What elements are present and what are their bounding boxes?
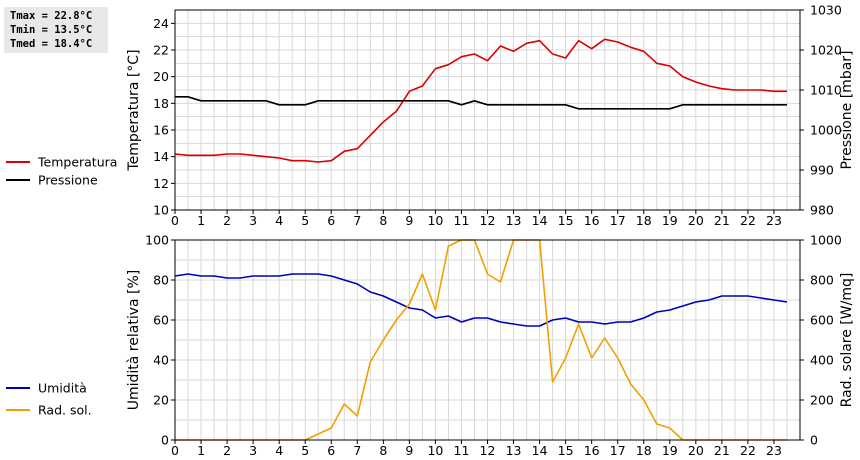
x-tick-label: 0 <box>171 213 179 228</box>
y-axis-label-right-bottom: Rad. solare [W/mq] <box>839 273 855 408</box>
y-tick-label-right: 0 <box>810 433 818 448</box>
x-tick-label: 15 <box>558 443 574 458</box>
series-line-pressione <box>175 96 787 110</box>
x-tick-label: 6 <box>327 213 335 228</box>
y-tick-label-left: 80 <box>153 273 169 288</box>
y-tick-label-right: 1030 <box>810 3 842 18</box>
y-tick-label-left: 20 <box>153 69 169 84</box>
y-tick-label-left: 22 <box>153 43 169 58</box>
y-tick-label-left: 20 <box>153 393 169 408</box>
x-tick-label: 9 <box>405 443 413 458</box>
temperature-pressure-chart: 0 1 2 3 4 5 6 7 8 9 10 11 12 13 14 15 16 17 18 19 20 21 22 2310… <box>6 3 855 229</box>
y-axis-label-left-bottom: Umidità relativa [%] <box>126 270 142 411</box>
x-tick-label: 21 <box>714 443 730 458</box>
x-tick-label: 5 <box>301 213 309 228</box>
x-tick-label: 21 <box>714 213 730 228</box>
ticks-bottom: 0 1 2 3 4 5 6 7 8 9 10 11 12 13 14 15 16 17 18 19 20 21 22 2302… <box>145 233 842 459</box>
humidity-radiation-chart: 0 1 2 3 4 5 6 7 8 9 10 11 12 13 14 15 16 17 18 19 20 21 22 2302… <box>6 233 855 459</box>
stats-box: Tmax = 22.8°C Tmin = 13.5°C Tmed = 18.4°… <box>4 7 108 53</box>
grid-top <box>175 10 800 210</box>
y-tick-label-right: 1010 <box>810 83 842 98</box>
y-tick-label-right: 200 <box>810 393 834 408</box>
tmed-text: Tmed = 18.4°C <box>10 38 93 50</box>
tmin-text: Tmin = 13.5°C <box>10 24 93 36</box>
x-tick-label: 12 <box>480 213 496 228</box>
tmax-text: Tmax = 22.8°C <box>10 10 93 22</box>
x-tick-label: 2 <box>223 213 231 228</box>
x-tick-label: 8 <box>379 213 387 228</box>
series-line-temperatura <box>174 38 787 163</box>
x-tick-label: 20 <box>688 443 704 458</box>
x-tick-label: 9 <box>405 213 413 228</box>
y-tick-label-right: 980 <box>810 203 834 218</box>
x-tick-label: 23 <box>766 443 782 458</box>
x-tick-label: 18 <box>636 443 652 458</box>
x-tick-label: 10 <box>427 443 443 458</box>
x-tick-label: 7 <box>353 213 361 228</box>
legend-top: Temperatura Pressione <box>6 155 117 188</box>
x-tick-label: 1 <box>197 213 205 228</box>
x-tick-label: 1 <box>197 443 205 458</box>
x-tick-label: 18 <box>636 213 652 228</box>
x-tick-label: 16 <box>584 443 600 458</box>
y-tick-label-right: 800 <box>810 273 834 288</box>
x-tick-label: 23 <box>766 213 782 228</box>
x-tick-label: 11 <box>454 213 470 228</box>
x-tick-label: 14 <box>532 213 548 228</box>
x-tick-label: 6 <box>327 443 335 458</box>
x-tick-label: 22 <box>740 443 756 458</box>
x-tick-label: 19 <box>662 443 678 458</box>
y-tick-label-left: 12 <box>153 176 169 191</box>
x-tick-label: 4 <box>275 443 283 458</box>
y-tick-label-left: 14 <box>153 149 169 164</box>
y-axis-label-left-top: Temperatura [°C] <box>126 49 142 171</box>
x-tick-label: 16 <box>584 213 600 228</box>
y-tick-label-right: 600 <box>810 313 834 328</box>
series-top <box>174 38 787 163</box>
x-tick-label: 17 <box>610 213 626 228</box>
x-tick-label: 22 <box>740 213 756 228</box>
x-tick-label: 17 <box>610 443 626 458</box>
x-tick-label: 4 <box>275 213 283 228</box>
x-tick-label: 19 <box>662 213 678 228</box>
y-tick-label-right: 990 <box>810 163 834 178</box>
y-tick-label-right: 1000 <box>810 233 842 248</box>
x-tick-label: 3 <box>249 443 257 458</box>
y-tick-label-left: 60 <box>153 313 169 328</box>
legend-label-temperatura: Temperatura <box>37 155 117 170</box>
legend-label-radsol: Rad. sol. <box>38 403 92 418</box>
x-tick-label: 3 <box>249 213 257 228</box>
x-tick-label: 0 <box>171 443 179 458</box>
x-tick-label: 15 <box>558 213 574 228</box>
x-tick-label: 5 <box>301 443 309 458</box>
x-tick-label: 11 <box>454 443 470 458</box>
y-tick-label-right: 1020 <box>810 43 842 58</box>
y-tick-label-left: 24 <box>153 16 169 31</box>
y-tick-label-left: 10 <box>153 203 169 218</box>
x-tick-label: 20 <box>688 213 704 228</box>
y-tick-label-right: 1000 <box>810 123 842 138</box>
y-tick-label-left: 16 <box>153 123 169 138</box>
y-axis-label-right-top: Pressione [mbar] <box>839 50 855 169</box>
legend-label-umidita: Umidità <box>38 381 87 396</box>
grid-bottom <box>175 240 800 440</box>
legend-label-pressione: Pressione <box>38 173 98 188</box>
legend-bottom: Umidità Rad. sol. <box>6 381 92 418</box>
y-tick-label-left: 100 <box>145 233 169 248</box>
x-tick-label: 2 <box>223 443 231 458</box>
y-tick-label-left: 18 <box>153 96 169 111</box>
x-tick-label: 13 <box>506 213 522 228</box>
y-tick-label-right: 400 <box>810 353 834 368</box>
x-tick-label: 14 <box>532 443 548 458</box>
ticks-top: 0 1 2 3 4 5 6 7 8 9 10 11 12 13 14 15 16 17 18 19 20 21 22 2310… <box>153 3 842 229</box>
x-tick-label: 13 <box>506 443 522 458</box>
x-tick-label: 10 <box>427 213 443 228</box>
x-tick-label: 12 <box>480 443 496 458</box>
y-tick-label-left: 40 <box>153 353 169 368</box>
y-tick-label-left: 0 <box>161 433 169 448</box>
series-line-umidita <box>174 273 788 327</box>
x-tick-label: 7 <box>353 443 361 458</box>
x-tick-label: 8 <box>379 443 387 458</box>
